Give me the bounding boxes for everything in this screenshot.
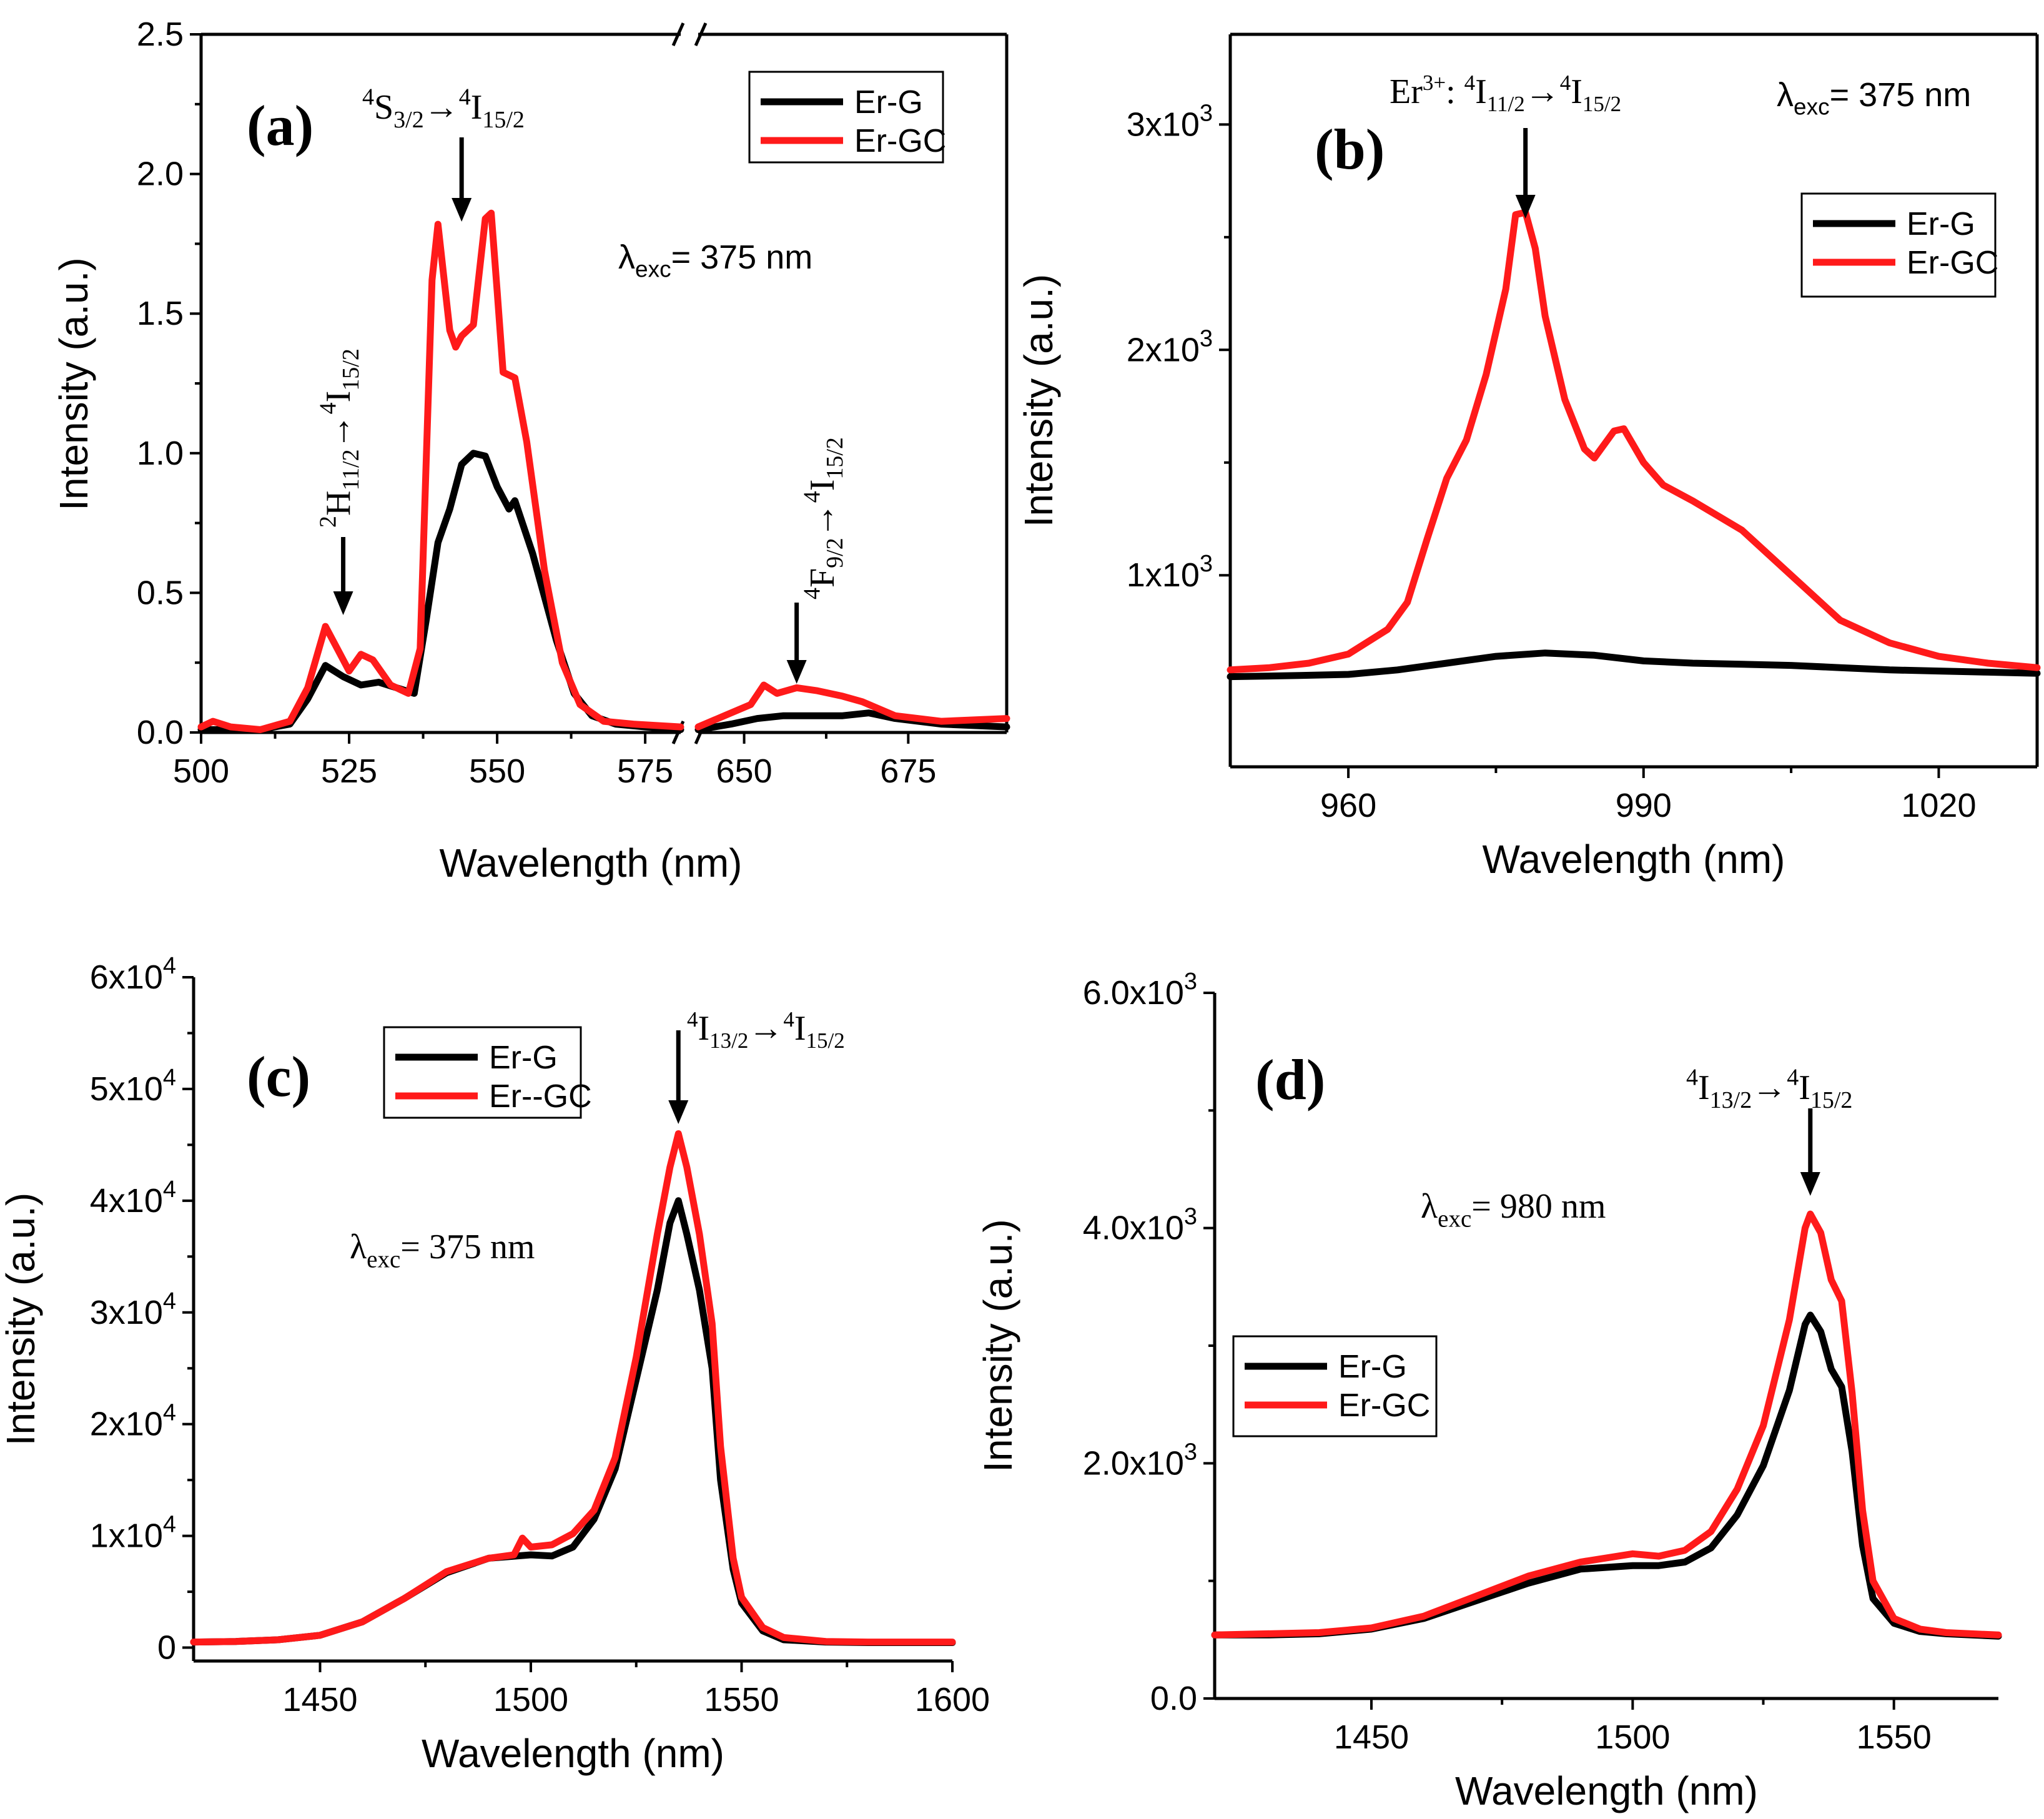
x-tick-label: 1450 xyxy=(282,1681,357,1718)
x-tick-label: 675 xyxy=(880,752,936,790)
legend-label-2: Er-GC xyxy=(1907,245,1998,281)
transition-arrow-head xyxy=(1515,195,1536,219)
x-axis-title: Wavelength (nm) xyxy=(422,1731,724,1776)
panel-b: 960 990 1020 1x103 2x103 3x103 Wavelength (nm)… xyxy=(1016,32,2041,882)
y-tick-label: 2.0 xyxy=(137,155,184,193)
series-Er-GC-right xyxy=(694,681,1010,731)
panel-label: (d) xyxy=(1255,1048,1325,1112)
x-tick-label: 550 xyxy=(469,752,525,790)
y-tick-label: 2x103 xyxy=(1127,325,1213,368)
excitation-label: λexc= 375 nm xyxy=(1777,76,1971,120)
legend-box xyxy=(748,71,944,164)
transition-arrow-head xyxy=(1800,1172,1820,1196)
legend-box xyxy=(1800,192,1997,298)
x-axis-title: Wavelength (nm) xyxy=(1455,1768,1758,1813)
transition-label: 2H11/2→4I15/2 xyxy=(315,348,364,528)
x-tick-label: 575 xyxy=(617,752,673,790)
x-tick-label: 1550 xyxy=(1857,1718,1932,1756)
x-tick-label: 1450 xyxy=(1334,1718,1409,1756)
panel-c: 1450 1500 1550 1600 0 1x104 2x104 3x104 4x104 5x1… xyxy=(0,953,990,1776)
legend-box xyxy=(1232,1335,1438,1437)
series-Er-GC-left xyxy=(197,209,684,733)
y-tick-label: 0 xyxy=(157,1629,176,1667)
axis-break-mark xyxy=(671,22,685,47)
legend-label-1: Er-G xyxy=(1907,206,1975,242)
x-tick-label: 650 xyxy=(716,752,773,790)
x-tick-label: 960 xyxy=(1320,787,1376,824)
x-tick-label: 1600 xyxy=(915,1681,990,1718)
y-tick-label: 4x104 xyxy=(90,1176,176,1220)
y-axis-title: Intensity (a.u.) xyxy=(0,1193,43,1446)
x-tick-label: 1500 xyxy=(1595,1718,1670,1756)
y-tick-label: 1x104 xyxy=(90,1512,176,1555)
legend-label-1: Er-G xyxy=(489,1040,558,1076)
legend-label-2: Er--GC xyxy=(489,1078,592,1115)
transition-arrow-head xyxy=(786,660,807,684)
series-Er-G xyxy=(190,1197,956,1646)
excitation-label: λexc= 375 nm xyxy=(350,1228,535,1273)
x-tick-label: 1500 xyxy=(493,1681,568,1718)
x-tick-label: 500 xyxy=(173,752,229,790)
y-tick-label: 6.0x103 xyxy=(1083,969,1197,1012)
y-axis-title: Intensity (a.u.) xyxy=(1016,274,1061,528)
transition-label: 4I13/2→4I15/2 xyxy=(1686,1065,1852,1113)
x-axis-title: Wavelength (nm) xyxy=(440,840,743,885)
transition-label: 4S3/2→4I15/2 xyxy=(362,84,525,133)
x-tick-label: 1020 xyxy=(1901,787,1976,824)
y-tick-label: 2.0x103 xyxy=(1083,1439,1197,1482)
legend-label-2: Er-GC xyxy=(1338,1388,1430,1424)
y-tick-label: 2.5 xyxy=(137,16,184,53)
y-tick-label: 2x104 xyxy=(90,1400,176,1443)
series-Er-G-left xyxy=(197,450,684,733)
y-tick-label: 0.0 xyxy=(1150,1680,1197,1717)
y-tick-label: 0.0 xyxy=(137,714,184,751)
y-tick-label: 6x104 xyxy=(90,953,176,996)
panel-d: 1450 1500 1550 0.0 2.0x103 4.0x103 6.0x103 Wave… xyxy=(975,969,2002,1813)
panel-label: (a) xyxy=(247,94,314,157)
y-tick-label: 1.5 xyxy=(137,295,184,332)
panel-label: (c) xyxy=(247,1045,310,1108)
transition-label: 4I13/2→4I15/2 xyxy=(687,1007,845,1053)
y-tick-label: 3x103 xyxy=(1127,100,1213,143)
excitation-label: λexc= 980 nm xyxy=(1421,1187,1606,1233)
series-Er--GC xyxy=(190,1130,956,1646)
series-Er-GC xyxy=(1227,209,2041,674)
y-axis-title: Intensity (a.u.) xyxy=(51,257,96,511)
transition-label: Er3+: 4I11/2→4I15/2 xyxy=(1390,71,1621,116)
y-tick-label: 3x104 xyxy=(90,1288,176,1331)
x-axis-title: Wavelength (nm) xyxy=(1483,837,1785,882)
y-tick-label: 1x103 xyxy=(1127,551,1213,594)
transition-label: 4F9/2→4I15/2 xyxy=(799,437,848,599)
y-tick-label: 4.0x103 xyxy=(1083,1204,1197,1247)
y-axis-title: Intensity (a.u.) xyxy=(975,1219,1020,1472)
legend-box xyxy=(383,1026,582,1119)
legend-label-1: Er-G xyxy=(1338,1349,1407,1385)
y-tick-label: 0.5 xyxy=(137,574,184,611)
transition-arrow-head xyxy=(452,198,472,222)
panel-a: 500 525 550 575 650 675 0.0 0.5 1.0 1.5 2.0 2.5 Wave… xyxy=(51,16,1010,885)
y-tick-label: 5x104 xyxy=(90,1065,176,1108)
transition-arrow-head xyxy=(668,1100,689,1124)
series-Er-GC xyxy=(1211,1210,2002,1639)
x-tick-label: 525 xyxy=(321,752,377,790)
transition-arrow-head xyxy=(333,591,353,615)
x-tick-label: 990 xyxy=(1616,787,1672,824)
axis-break-mark xyxy=(694,22,708,47)
y-tick-label: 1.0 xyxy=(137,435,184,472)
x-tick-label: 1550 xyxy=(704,1681,779,1718)
legend-label-2: Er-GC xyxy=(854,123,946,159)
excitation-label: λexc= 375 nm xyxy=(618,239,812,282)
legend-label-1: Er-G xyxy=(854,84,923,121)
panel-label: (b) xyxy=(1315,117,1385,181)
series-Er-G xyxy=(1227,649,2041,681)
